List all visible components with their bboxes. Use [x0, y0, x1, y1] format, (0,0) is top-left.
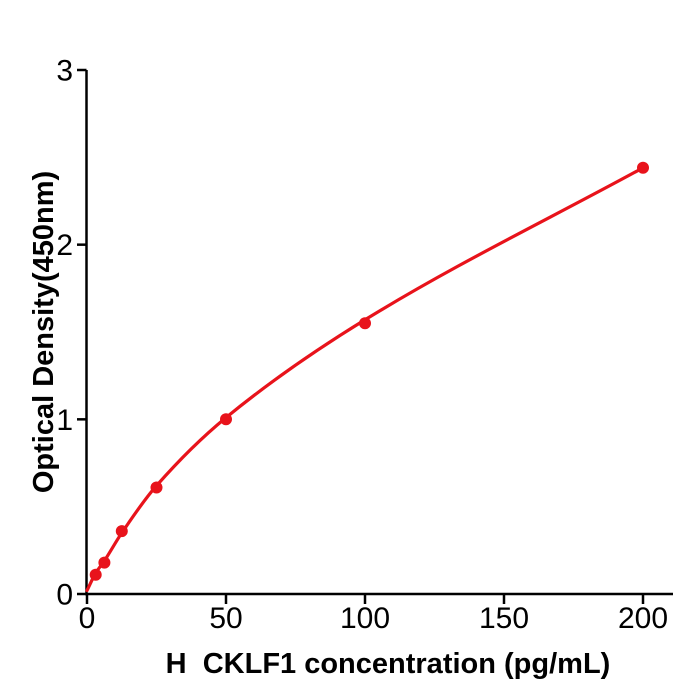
- data-point-marker: [89, 568, 102, 581]
- x-axis-ticks: 0 50 100 150 200: [79, 594, 668, 635]
- y-tick-label: 3: [56, 55, 73, 88]
- data-point-marker: [220, 413, 232, 426]
- y-tick-label: 0: [56, 579, 73, 612]
- data-point-markers: [89, 161, 649, 581]
- y-tick-label: 1: [56, 404, 73, 437]
- fit-curve-line: [85, 166, 645, 593]
- data-point-marker: [98, 556, 111, 569]
- y-axis-label: Optical Density(450nm): [28, 171, 60, 493]
- data-point-marker: [150, 481, 163, 494]
- data-point-marker: [637, 161, 649, 174]
- data-point-marker: [359, 317, 371, 330]
- x-tick-label: 0: [79, 602, 96, 635]
- x-tick-label: 100: [340, 602, 390, 635]
- x-tick-label: 50: [209, 602, 242, 635]
- x-tick-label: 150: [479, 602, 529, 635]
- x-axis-label: H CKLF1 concentration (pg/mL): [166, 648, 611, 680]
- y-tick-label: 2: [56, 229, 73, 262]
- x-tick-label: 200: [618, 602, 668, 635]
- y-axis-ticks: 0 1 2 3: [56, 55, 87, 612]
- data-point-marker: [115, 525, 128, 538]
